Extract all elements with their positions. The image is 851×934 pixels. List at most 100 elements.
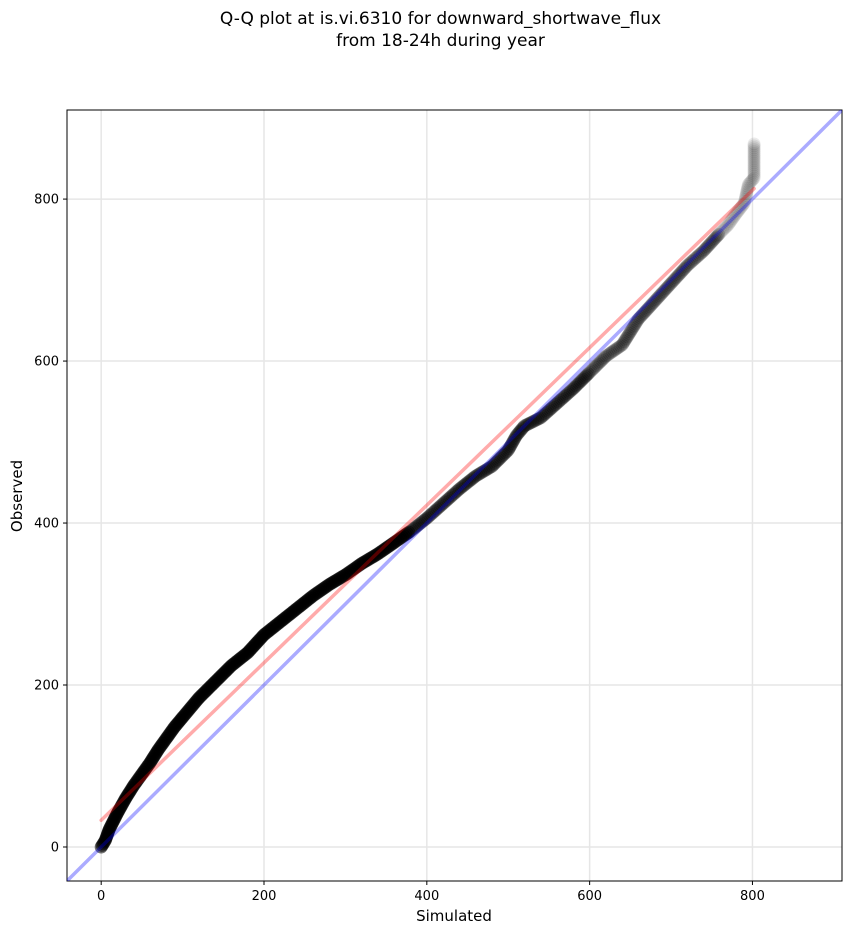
qq-point — [674, 265, 688, 279]
qq-point — [602, 347, 616, 361]
qq-point — [492, 453, 506, 467]
qq-point — [698, 243, 712, 257]
qq-point — [522, 416, 536, 430]
qq-point — [436, 497, 450, 511]
qq-point — [569, 379, 583, 393]
qq-point — [583, 365, 597, 379]
qq-point — [638, 305, 652, 319]
qq-point — [697, 244, 711, 258]
qq-point — [631, 312, 645, 326]
qq-point — [534, 411, 548, 425]
qq-point — [605, 345, 619, 359]
qq-point — [412, 517, 426, 531]
qq-point — [653, 289, 667, 303]
qq-point — [497, 447, 511, 461]
qq-point — [562, 386, 576, 400]
qq-point — [615, 338, 629, 352]
qq-point — [596, 352, 610, 366]
qq-point — [573, 375, 587, 389]
qq-point — [658, 283, 672, 297]
qq-point — [609, 342, 623, 356]
qq-point — [636, 306, 650, 320]
qq-point — [527, 414, 541, 428]
qq-point — [639, 304, 653, 318]
qq-point — [740, 185, 754, 199]
qq-point — [633, 311, 647, 325]
qq-point — [511, 427, 525, 441]
qq-point — [607, 344, 621, 358]
qq-point — [643, 300, 657, 314]
qq-point — [513, 424, 527, 438]
qq-point — [672, 268, 686, 282]
qq-point — [663, 278, 677, 292]
qq-point — [555, 392, 569, 406]
qq-point — [667, 274, 681, 288]
qq-point — [595, 353, 609, 367]
qq-point — [695, 245, 709, 259]
qq-point — [739, 187, 753, 201]
qq-point — [664, 276, 678, 290]
qq-point — [704, 236, 718, 250]
qq-point — [524, 416, 538, 430]
qq-point — [480, 462, 494, 476]
qq-point — [741, 181, 755, 195]
qq-point — [691, 249, 705, 263]
qq-point — [716, 223, 730, 237]
qq-point — [726, 212, 740, 226]
qq-point — [725, 213, 739, 227]
qq-point — [538, 407, 552, 421]
qq-point — [649, 293, 663, 307]
qq-point — [446, 487, 460, 501]
qq-point — [747, 156, 761, 170]
qq-point — [645, 297, 659, 311]
qq-point — [508, 432, 522, 446]
qq-point — [432, 501, 446, 515]
qq-point — [570, 378, 584, 392]
qq-point — [730, 205, 744, 219]
qq-point — [747, 148, 761, 162]
qq-point — [552, 395, 566, 409]
qq-point — [747, 171, 761, 185]
qq-point — [682, 257, 696, 271]
qq-point — [640, 302, 654, 316]
qq-point — [659, 282, 673, 296]
qq-point — [455, 480, 469, 494]
qq-point — [747, 152, 761, 166]
qq-point — [514, 423, 528, 437]
qq-point — [547, 399, 561, 413]
qq-point — [499, 446, 513, 460]
qq-point — [417, 514, 431, 528]
qq-point — [712, 227, 726, 241]
grid — [67, 110, 842, 881]
qq-point — [731, 204, 745, 218]
chart-title: Q-Q plot at is.vi.6310 for downward_shor… — [0, 8, 851, 52]
qq-point — [577, 371, 591, 385]
qq-point — [452, 482, 466, 496]
qq-point — [735, 199, 749, 213]
qq-point — [589, 359, 603, 373]
qq-point — [529, 413, 543, 427]
qq-point — [665, 275, 679, 289]
qq-point — [504, 438, 518, 452]
qq-point — [512, 426, 526, 440]
qq-point — [429, 503, 443, 517]
qq-point — [614, 339, 628, 353]
qq-point — [457, 478, 471, 492]
qq-point — [738, 192, 752, 206]
qq-point — [622, 327, 636, 341]
qq-point — [599, 349, 613, 363]
x-tick-label: 600 — [577, 889, 602, 904]
qq-point — [420, 511, 434, 525]
qq-point — [610, 341, 624, 355]
qq-point — [675, 264, 689, 278]
qq-point — [655, 286, 669, 300]
qq-point — [442, 491, 456, 505]
x-axis-label: Simulated — [416, 907, 492, 925]
qq-point — [579, 369, 593, 383]
qq-point — [464, 473, 478, 487]
qq-point — [740, 183, 754, 197]
qq-point — [669, 271, 683, 285]
qq-point — [747, 145, 761, 159]
qq-point — [502, 442, 516, 456]
